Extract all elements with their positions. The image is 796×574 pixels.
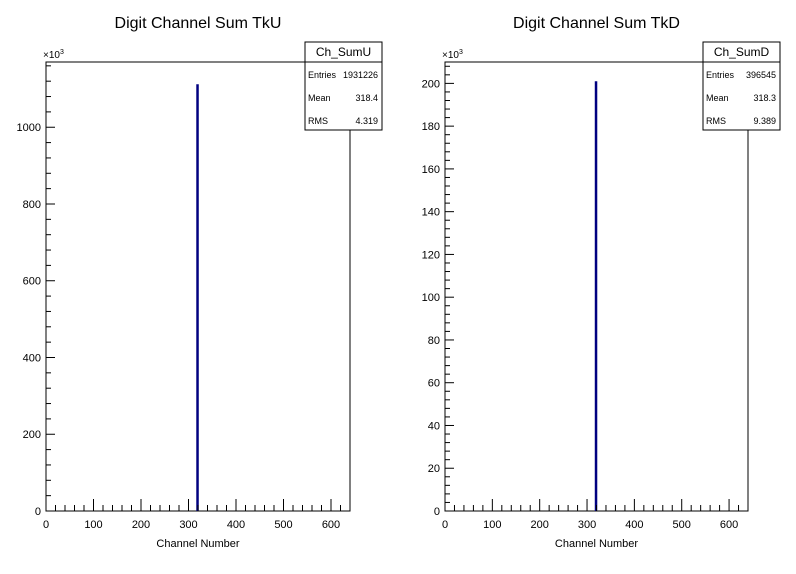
- y-axis-multiplier-exponent: 3: [60, 49, 64, 56]
- stats-box: Ch_SumU Entries 1931226 Mean 318.4 RMS 4.319: [304, 41, 383, 131]
- x-tick-label: 0: [43, 519, 49, 531]
- stats-box-frame: [702, 41, 781, 131]
- y-tick-label: 120: [422, 249, 440, 261]
- x-tick-label: 300: [578, 519, 596, 531]
- x-tick-label: 600: [322, 519, 340, 531]
- chart-title: Digit Channel Sum TkD: [513, 15, 680, 32]
- y-tick-label: 400: [23, 352, 41, 364]
- histogram-pad-1: Digit Channel Sum TkU 0 100 200 300 400 500 600…: [17, 15, 383, 550]
- stats-row-label: Entries: [308, 70, 337, 80]
- y-axis-multiplier-exponent: 3: [459, 49, 463, 56]
- chart-title: Digit Channel Sum TkU: [115, 15, 282, 32]
- x-tick-label: 300: [179, 519, 197, 531]
- x-tick-label: 400: [227, 519, 245, 531]
- y-tick-label: 20: [428, 463, 440, 475]
- x-tick-label: 500: [274, 519, 292, 531]
- x-tick-label: 400: [625, 519, 643, 531]
- x-axis-label: Channel Number: [156, 538, 239, 550]
- y-tick-label: 200: [23, 429, 41, 441]
- y-tick-label: 1000: [17, 122, 41, 134]
- stats-row-label: Mean: [706, 93, 729, 103]
- y-axis-multiplier: ×103: [43, 49, 64, 61]
- y-tick-label: 200: [422, 78, 440, 90]
- y-tick-label: 180: [422, 121, 440, 133]
- stats-box-name: Ch_SumD: [714, 45, 770, 59]
- x-tick-label: 100: [483, 519, 501, 531]
- stats-row-label: RMS: [706, 116, 726, 126]
- stats-row-value: 396545: [746, 70, 776, 80]
- stats-row-value: 318.4: [355, 93, 378, 103]
- stats-row-value: 318.3: [753, 93, 776, 103]
- y-axis-multiplier-base: ×10: [43, 50, 60, 61]
- x-tick-label: 200: [132, 519, 150, 531]
- stats-row-label: Entries: [706, 70, 735, 80]
- y-tick-label: 0: [434, 506, 440, 518]
- y-tick-label: 160: [422, 164, 440, 176]
- stats-box-name: Ch_SumU: [316, 45, 371, 59]
- y-tick-label: 100: [422, 292, 440, 304]
- x-tick-label: 100: [84, 519, 102, 531]
- stats-box-frame: [304, 41, 383, 131]
- stats-row-label: RMS: [308, 116, 328, 126]
- y-tick-label: 600: [23, 276, 41, 288]
- y-tick-label: 60: [428, 378, 440, 390]
- y-axis-multiplier: ×103: [442, 49, 463, 61]
- stats-row-label: Mean: [308, 93, 331, 103]
- x-tick-label: 500: [673, 519, 691, 531]
- stats-row-value: 9.389: [753, 116, 776, 126]
- stats-box: Ch_SumD Entries 396545 Mean 318.3 RMS 9.389: [702, 41, 781, 131]
- x-axis-label: Channel Number: [555, 538, 638, 550]
- y-tick-label: 40: [428, 420, 440, 432]
- stats-row-value: 4.319: [355, 116, 378, 126]
- y-tick-label: 80: [428, 335, 440, 347]
- x-tick-label: 200: [531, 519, 549, 531]
- x-tick-label: 600: [720, 519, 738, 531]
- y-tick-label: 800: [23, 199, 41, 211]
- x-tick-label: 0: [442, 519, 448, 531]
- stats-row-value: 1931226: [343, 70, 378, 80]
- y-axis-multiplier-base: ×10: [442, 50, 459, 61]
- y-tick-label: 0: [35, 506, 41, 518]
- y-tick-label: 140: [422, 207, 440, 219]
